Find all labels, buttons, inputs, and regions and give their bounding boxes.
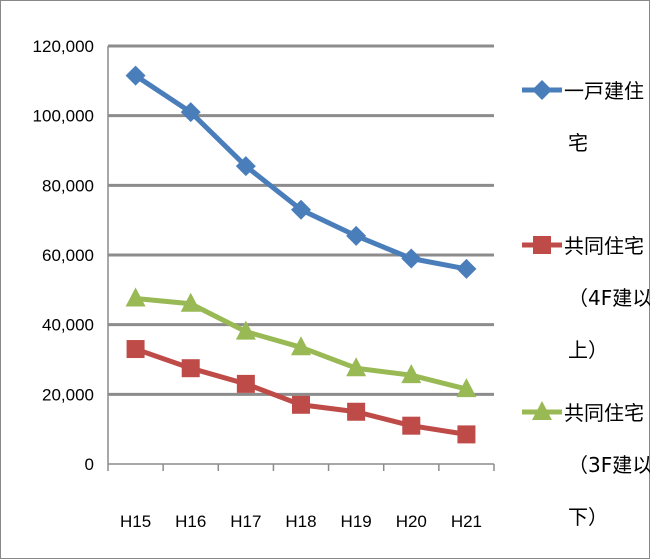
y-tick-label: 40,000 — [42, 316, 94, 335]
y-tick-label: 0 — [85, 455, 94, 474]
x-tick-label: H17 — [230, 512, 261, 531]
legend-label: （3F建以 — [568, 453, 650, 477]
data-point — [457, 425, 475, 443]
data-point — [127, 340, 145, 358]
x-tick-label: H15 — [120, 512, 151, 531]
y-tick-label: 20,000 — [42, 385, 94, 404]
data-point — [347, 403, 365, 421]
x-tick-label: H18 — [285, 512, 316, 531]
x-tick-label: H20 — [396, 512, 427, 531]
y-tick-label: 120,000 — [33, 37, 94, 56]
y-tick-label: 60,000 — [42, 246, 94, 265]
x-tick-label: H21 — [451, 512, 482, 531]
data-point — [237, 375, 255, 393]
data-point — [182, 359, 200, 377]
legend-label: 下） — [568, 505, 608, 529]
legend-label: 共同住宅 — [564, 401, 644, 425]
legend-label: 宅 — [568, 131, 588, 155]
legend-label: 一戸建住 — [564, 79, 644, 103]
legend-label: 上） — [568, 338, 608, 362]
legend-label: （4F建以 — [568, 286, 650, 310]
data-point — [533, 236, 551, 254]
legend-label: 共同住宅 — [564, 234, 644, 258]
x-tick-label: H16 — [175, 512, 206, 531]
data-point — [292, 396, 310, 414]
data-point — [402, 417, 420, 435]
y-tick-label: 80,000 — [42, 176, 94, 195]
y-tick-label: 100,000 — [33, 107, 94, 126]
x-tick-label: H19 — [341, 512, 372, 531]
